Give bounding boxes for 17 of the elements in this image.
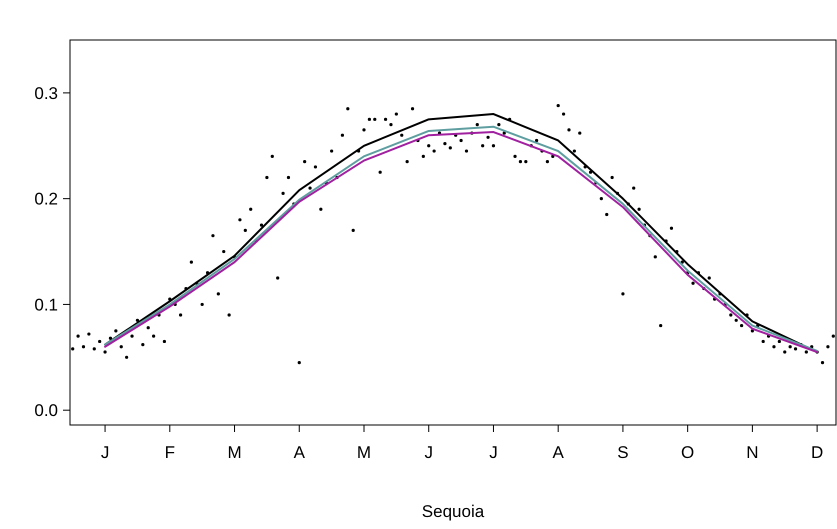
x-tick-label: J bbox=[424, 443, 433, 462]
x-axis-title: Sequoia bbox=[422, 502, 485, 521]
x-tick-label: F bbox=[164, 443, 175, 462]
y-tick-label: 0.1 bbox=[34, 295, 58, 314]
y-tick-label: 0.2 bbox=[34, 190, 58, 209]
y-tick-label: 0.3 bbox=[34, 84, 58, 103]
x-tick-label: O bbox=[681, 443, 694, 462]
x-tick-label: N bbox=[746, 443, 759, 462]
y-tick-label: 0.0 bbox=[34, 401, 58, 420]
x-tick-label: D bbox=[810, 443, 824, 462]
x-tick-label: M bbox=[356, 443, 372, 462]
x-tick-label: A bbox=[294, 443, 306, 462]
x-tick-label: J bbox=[489, 443, 498, 462]
x-tick-label: S bbox=[617, 443, 629, 462]
x-tick-label: M bbox=[227, 443, 242, 462]
x-tick-label: J bbox=[100, 443, 110, 462]
x-tick-label: A bbox=[552, 443, 565, 462]
